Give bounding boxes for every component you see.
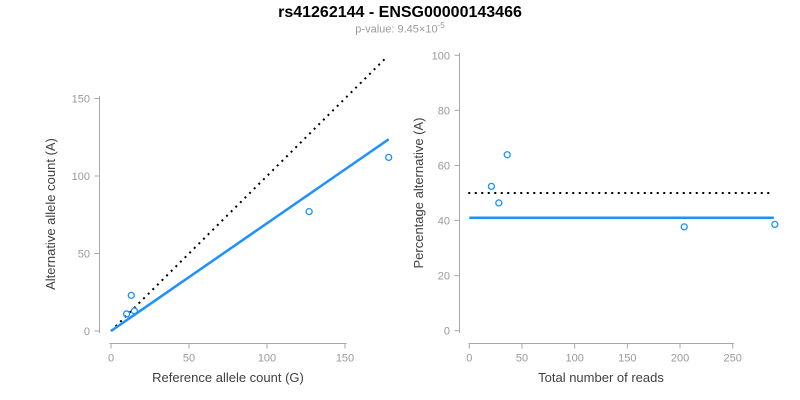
x-axis-title: Total number of reads — [538, 370, 664, 385]
p-value-text: p-value: 9.45×10 — [355, 23, 438, 36]
x-tick-label: 50 — [516, 353, 528, 365]
x-tick-label: 200 — [671, 353, 689, 365]
y-tick-label: 40 — [438, 216, 450, 228]
x-tick-label: 150 — [618, 353, 636, 365]
data-point — [487, 182, 496, 191]
x-tick-label: 250 — [724, 353, 742, 365]
data-point — [680, 223, 688, 231]
y-tick-label: 80 — [438, 105, 450, 117]
y-tick-label: 150 — [72, 94, 90, 106]
figure-title: rs41262144 - ENSG00000143466 — [278, 4, 522, 21]
x-tick-label: 50 — [183, 353, 195, 365]
y-tick-label: 0 — [444, 326, 450, 338]
data-point — [127, 291, 135, 300]
y-tick-label: 0 — [84, 326, 90, 338]
x-tick-label: 150 — [336, 353, 354, 365]
x-tick-label: 0 — [108, 353, 114, 365]
data-point — [495, 199, 503, 207]
y-tick-label: 60 — [438, 160, 450, 172]
y-axis-title: Alternative allele count (A) — [43, 138, 58, 290]
data-point — [130, 307, 139, 315]
x-tick-label: 100 — [565, 353, 583, 365]
p-value-subtitle: p-value: 9.45×10-5 — [0, 21, 800, 36]
fit-line — [110, 138, 390, 333]
y-tick-label: 100 — [432, 50, 450, 62]
data-point — [122, 310, 131, 318]
data-point — [305, 207, 313, 216]
identity-line — [110, 55, 388, 332]
y-tick-label: 100 — [72, 171, 90, 183]
y-tick-label: 20 — [438, 271, 450, 283]
y-axis-title: Percentage alternative (A) — [411, 117, 426, 268]
data-point — [771, 220, 779, 229]
p-value-exponent: -5 — [437, 21, 445, 30]
data-point — [503, 151, 511, 159]
x-tick-label: 0 — [466, 353, 472, 365]
data-point — [385, 153, 393, 162]
x-axis-title: Reference allele count (G) — [152, 370, 304, 385]
y-tick-label: 50 — [78, 249, 90, 261]
x-tick-label: 100 — [258, 353, 276, 365]
